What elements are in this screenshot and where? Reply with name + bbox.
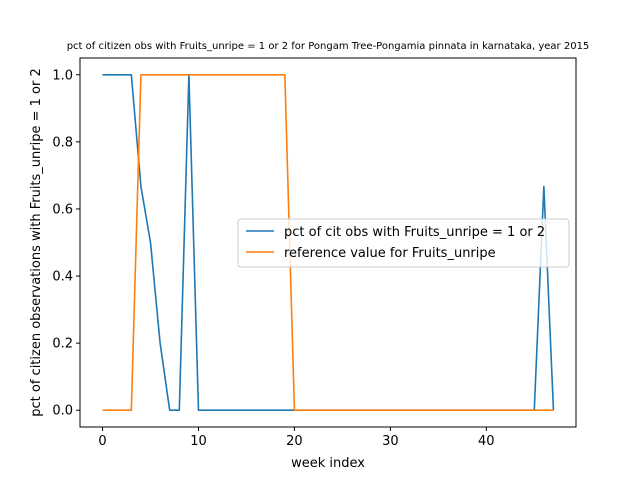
chart-title: pct of citizen obs with Fruits_unripe = … xyxy=(67,41,590,52)
y-axis: 0.0 0.2 0.4 0.6 0.8 1.0 xyxy=(52,68,80,419)
x-tick-label: 10 xyxy=(190,434,207,449)
series-layer xyxy=(102,73,555,412)
x-tick-label: 20 xyxy=(286,434,303,449)
plot-frame xyxy=(79,57,577,428)
x-axis-label: week index xyxy=(291,456,365,471)
legend-label-2: reference value for Fruits_unripe xyxy=(284,246,496,261)
y-tick-label: 0.0 xyxy=(52,404,73,419)
legend: pct of cit obs with Fruits_unripe = 1 or… xyxy=(237,218,570,268)
x-tick-label: 30 xyxy=(382,434,399,449)
x-tick-label: 0 xyxy=(98,434,106,449)
y-tick-label: 0.6 xyxy=(52,202,73,217)
series-line-2 xyxy=(102,73,554,412)
legend-box xyxy=(237,218,570,268)
y-tick-label: 1.0 xyxy=(52,68,73,83)
y-axis-label: pct of citizen observations with Fruits_… xyxy=(29,68,44,417)
y-tick-label: 0.2 xyxy=(52,337,73,352)
y-tick-label: 0.8 xyxy=(52,135,73,150)
x-axis: 0 10 20 30 40 xyxy=(98,427,495,449)
y-tick-label: 0.4 xyxy=(52,270,73,285)
x-tick-label: 40 xyxy=(478,434,495,449)
legend-label-1: pct of cit obs with Fruits_unripe = 1 or… xyxy=(284,225,545,240)
